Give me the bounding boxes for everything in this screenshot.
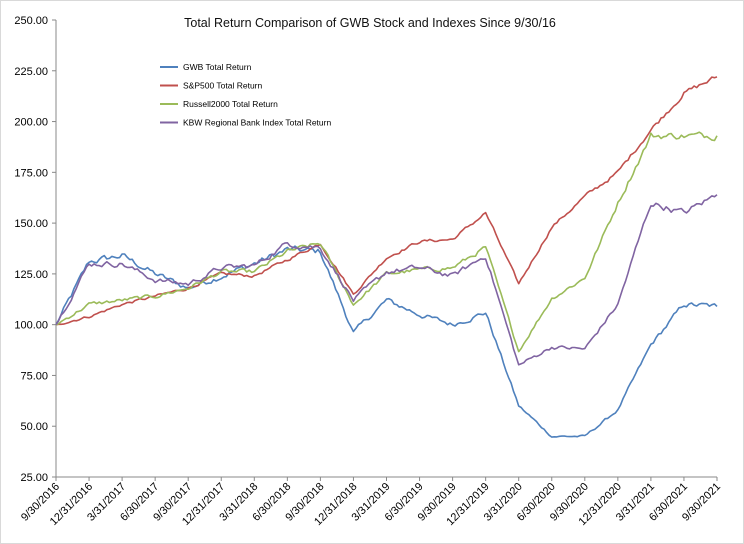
y-tick-label: 200.00 <box>14 117 48 129</box>
y-tick-label: 100.00 <box>14 320 48 332</box>
y-tick-label: 250.00 <box>14 15 48 27</box>
y-tick-label: 175.00 <box>14 167 48 179</box>
y-tick-label: 75.00 <box>20 370 48 382</box>
series-line-2 <box>55 131 718 353</box>
series-line-0 <box>55 245 718 438</box>
series-line-3 <box>55 194 718 366</box>
legend-label: GWB Total Return <box>183 62 252 72</box>
chart-axes: 25.00 50.00 75.00 100.00 125.00 150.00 175.00 2… <box>14 15 723 528</box>
y-tick-label: 125.00 <box>14 269 48 281</box>
y-tick-label: 25.00 <box>20 472 48 484</box>
series-line-1 <box>55 76 718 326</box>
y-tick-label: 225.00 <box>14 66 48 78</box>
chart-title: Total Return Comparison of GWB Stock and… <box>184 16 556 30</box>
series-lines <box>55 76 718 438</box>
legend: GWB Total Return S&P500 Total Return Russe… <box>160 62 331 128</box>
legend-label: Russell2000 Total Return <box>183 99 278 109</box>
y-tick-label: 150.00 <box>14 218 48 230</box>
legend-label: KBW Regional Bank Index Total Return <box>183 118 331 128</box>
y-tick-label: 50.00 <box>20 421 48 433</box>
legend-label: S&P500 Total Return <box>183 81 262 91</box>
